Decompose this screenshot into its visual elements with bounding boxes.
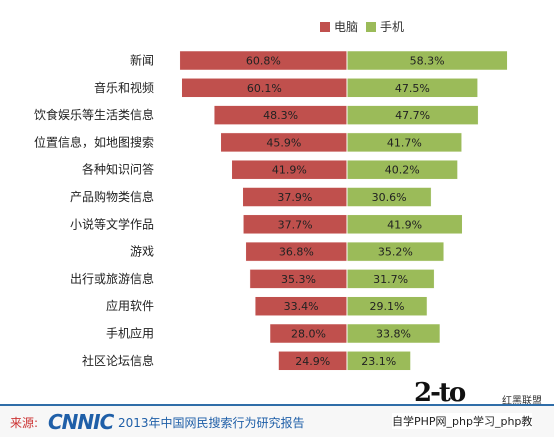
category-label: 游戏 [130,245,154,259]
data-label-mobile: 29.1% [370,300,405,313]
category-label: 各种知识问答 [82,162,154,177]
data-label-mobile: 41.9% [387,218,422,231]
data-label-mobile: 35.2% [378,246,413,259]
legend-label-mobile: 手机 [380,20,405,34]
category-label: 新闻 [130,53,154,68]
category-label: 位置信息，如地图搜索 [34,134,154,149]
category-label: 小说等文学作品 [70,216,154,231]
legend-item-mobile: 手机 [366,18,404,35]
data-label-pc: 48.3% [263,109,298,122]
data-label-pc: 41.9% [272,164,307,177]
data-label-pc: 60.8% [246,55,281,68]
data-label-pc: 33.4% [284,300,319,313]
category-label: 应用软件 [106,298,154,313]
data-label-pc: 37.9% [277,191,312,204]
data-label-mobile: 30.6% [372,191,407,204]
data-label-pc: 36.8% [279,246,314,259]
data-label-pc: 35.3% [281,273,316,286]
category-label: 手机应用 [106,326,154,341]
data-label-pc: 45.9% [266,136,301,149]
watermark-logo: 2-to [414,378,466,408]
chart-area: 电脑 手机 新闻 60.8% 58.3% 音乐和视频 60.1% 47.5% 饮食娱乐等生活… [33,18,508,371]
legend: 电脑 手机 [320,18,404,35]
category-label: 社区论坛信息 [82,353,154,368]
source-text: 2013年中国网民搜索行为研究报告 [118,416,305,430]
data-label-mobile: 41.7% [387,136,422,149]
legend-swatch-pc [320,21,330,32]
data-label-mobile: 58.3% [410,55,445,68]
category-label: 产品购物类信息 [70,189,154,204]
data-label-mobile: 31.7% [373,273,408,286]
category-label: 音乐和视频 [94,80,154,95]
data-label-pc: 24.9% [295,355,330,368]
legend-item-pc: 电脑 [320,18,358,35]
category-label: 出行或旅游信息 [70,271,154,286]
data-label-mobile: 40.2% [385,164,420,177]
cnnic-logo: CNNIC [48,410,114,434]
watermark-brand: 红黑联盟 [502,396,542,407]
category-label: 饮食娱乐等生活类信息 [34,107,154,122]
data-label-pc: 37.7% [278,218,313,231]
data-label-mobile: 47.7% [395,109,430,122]
watermark-line: 自学PHP网_php学习_php教 [392,413,533,429]
bar-chart: 新闻 60.8% 58.3% 音乐和视频 60.1% 47.5% 饮食娱乐等生活类信息 48.… [33,50,508,371]
data-label-mobile: 23.1% [361,355,396,368]
footer: 来源: CNNIC 2013年中国网民搜索行为研究报告 自学PHP网_php学习… [0,404,554,437]
legend-swatch-mobile [366,21,377,32]
data-label-mobile: 47.5% [395,82,430,95]
data-label-pc: 60.1% [247,82,282,95]
data-label-mobile: 33.8% [376,328,411,341]
legend-label-pc: 电脑 [334,20,359,34]
source-label: 来源: [10,416,39,430]
data-label-pc: 28.0% [291,328,326,341]
